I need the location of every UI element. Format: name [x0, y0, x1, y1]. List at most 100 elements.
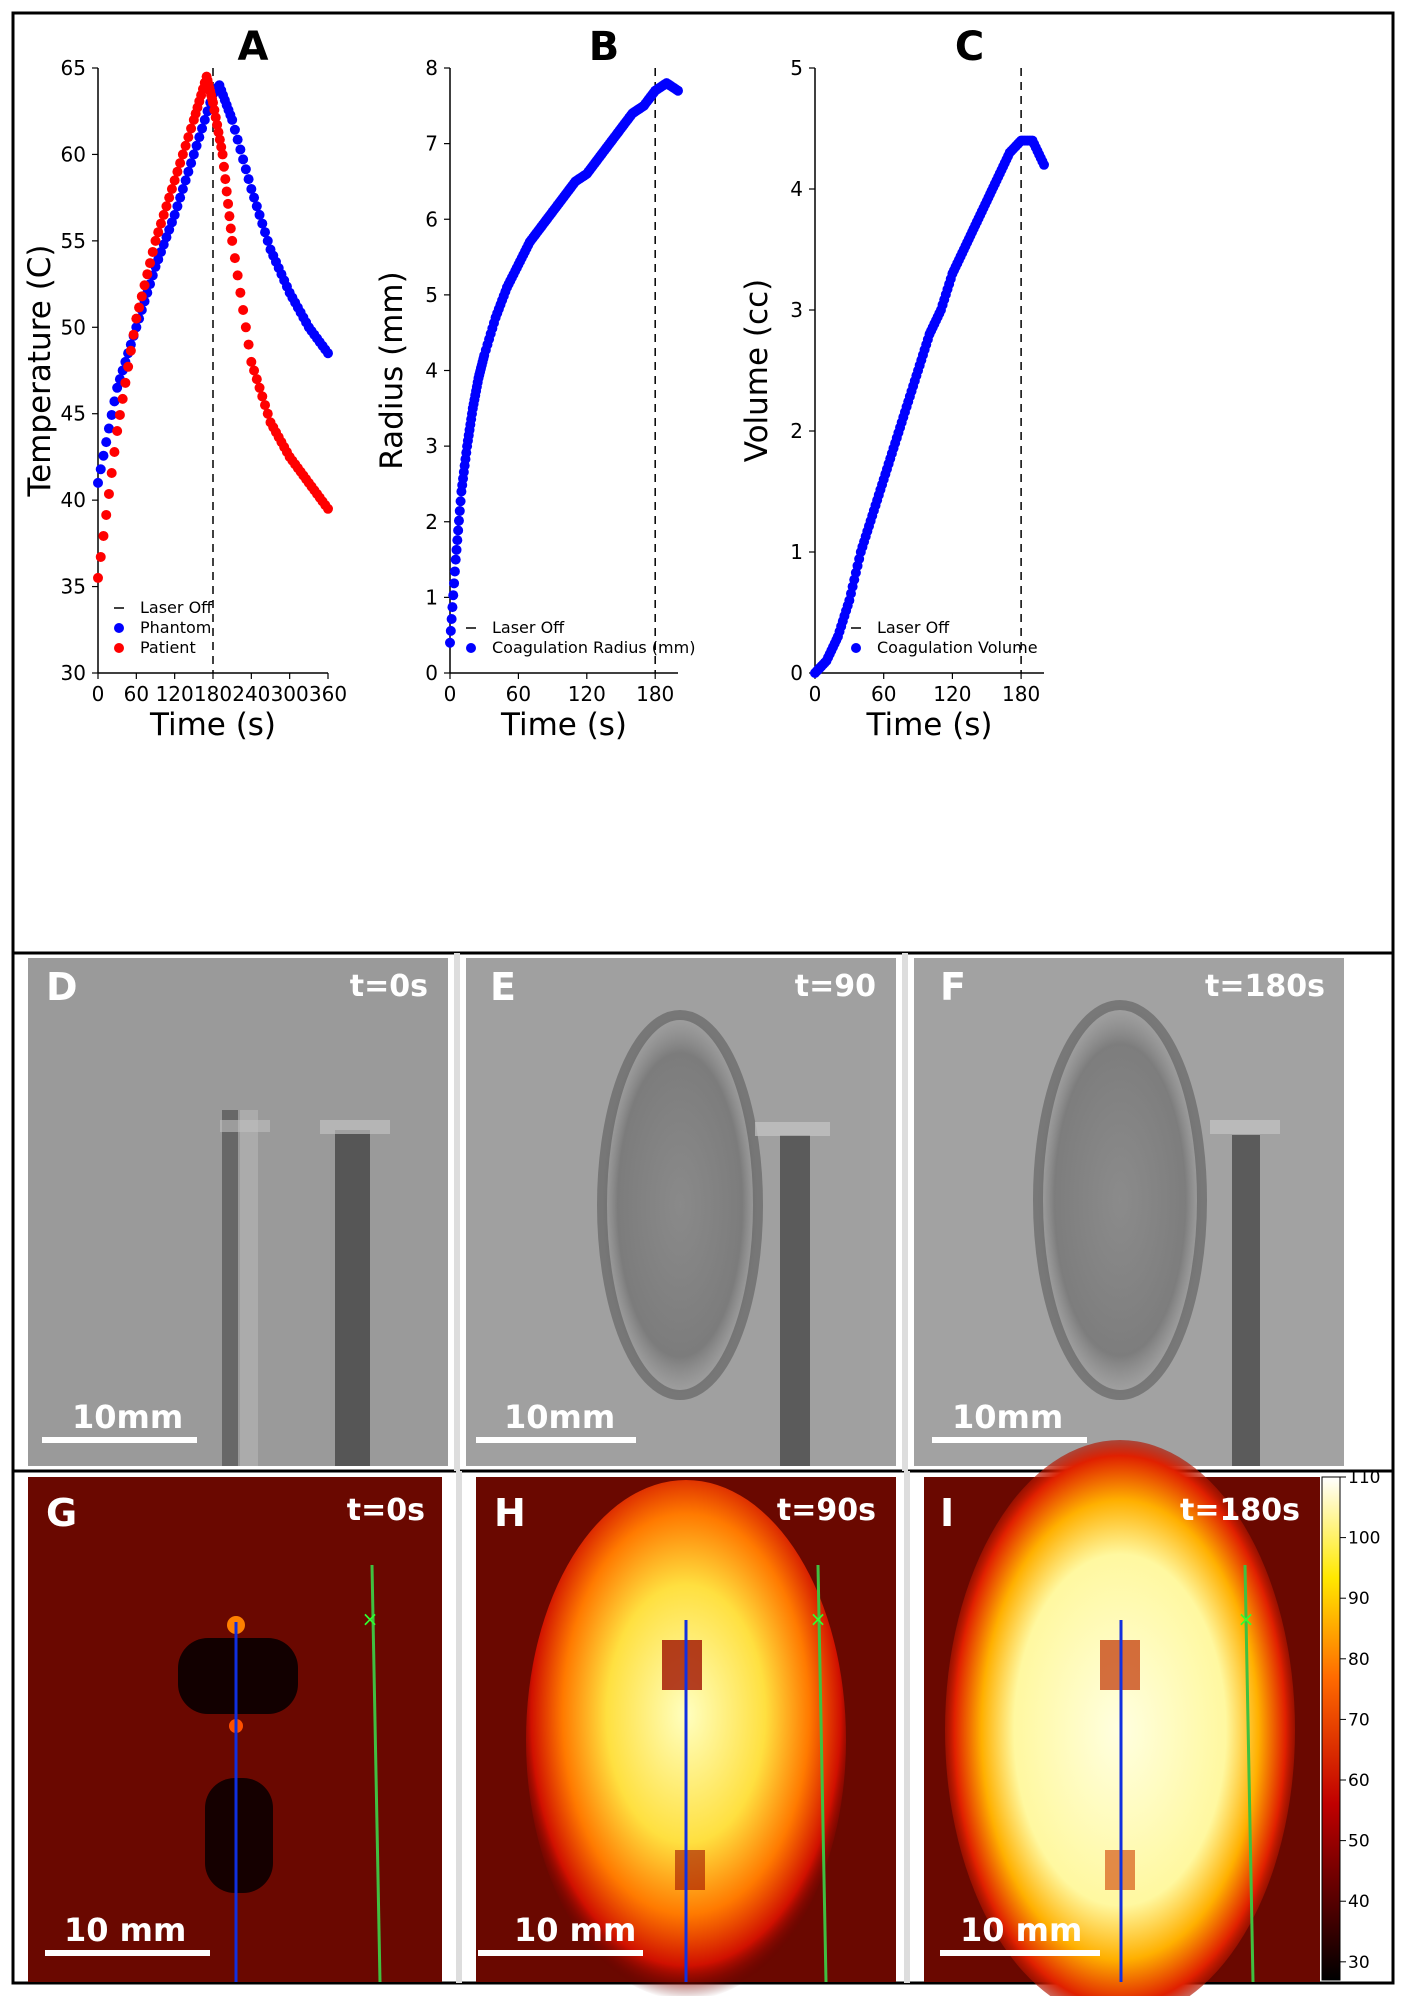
legend-label: Laser Off — [140, 598, 213, 617]
y-tick-label: 55 — [61, 229, 86, 253]
x-tick-label: 0 — [92, 682, 105, 706]
x-tick-label: 180 — [1002, 682, 1040, 706]
scale-label-f: 10mm — [952, 1398, 1063, 1436]
data-point — [106, 409, 117, 420]
legend-label: Patient — [140, 638, 196, 657]
y-tick-label: 0 — [790, 661, 803, 685]
colorbar-tick-label: 40 — [1348, 1892, 1370, 1912]
x-tick-label: 360 — [309, 682, 347, 706]
data-point — [175, 158, 186, 169]
data-point — [254, 382, 265, 393]
data-point — [166, 217, 177, 228]
data-point — [101, 437, 112, 448]
data-point — [103, 423, 114, 434]
data-point — [112, 426, 123, 436]
x-axis-label: Time (s) — [500, 707, 627, 743]
time-label-d: t=0s — [350, 969, 428, 1004]
panel-label: C — [955, 24, 984, 70]
scale-label-e: 10mm — [504, 1398, 615, 1436]
data-point — [235, 287, 246, 298]
data-point — [254, 209, 265, 220]
data-point — [842, 600, 853, 611]
data-point — [172, 166, 183, 177]
data-point — [911, 370, 922, 381]
colorbar-tick-label: 30 — [1348, 1953, 1370, 1973]
data-point — [186, 123, 197, 134]
data-point — [155, 218, 166, 229]
x-tick-label: 180 — [194, 682, 232, 706]
legend-marker — [114, 643, 124, 653]
data-point — [451, 544, 462, 555]
data-point — [166, 184, 177, 194]
y-tick-label: 5 — [425, 283, 438, 307]
data-point — [320, 344, 331, 355]
data-point — [191, 140, 202, 151]
data-point — [103, 488, 114, 499]
data-point — [249, 192, 260, 203]
data-point — [123, 361, 134, 372]
data-point — [209, 104, 220, 115]
data-point — [262, 235, 273, 246]
data-point — [145, 258, 156, 269]
data-point — [500, 286, 511, 297]
data-point — [453, 515, 464, 526]
data-point — [112, 382, 123, 393]
time-label-i: t=180s — [1180, 1493, 1300, 1528]
data-point — [455, 496, 466, 507]
data-point — [188, 149, 199, 160]
legend-label: Coagulation Radius (mm) — [492, 638, 695, 657]
mri-panel-d: D t=0s 10mm — [28, 958, 448, 1466]
data-point — [301, 317, 312, 328]
data-point — [194, 132, 205, 143]
y-tick-label: 65 — [61, 56, 86, 80]
data-point — [466, 408, 477, 419]
data-point — [142, 269, 153, 280]
data-point — [452, 535, 463, 546]
data-point — [93, 477, 103, 488]
data-point — [246, 184, 257, 194]
time-label-g: t=0s — [347, 1493, 425, 1528]
colorbar-tick-label: 110 — [1348, 1468, 1380, 1488]
y-tick-label: 30 — [61, 661, 86, 685]
x-tick-label: 0 — [444, 682, 457, 706]
x-tick-label: 0 — [809, 682, 822, 706]
data-point — [177, 184, 188, 194]
data-point — [281, 281, 292, 292]
panel-label-g: G — [46, 1491, 77, 1535]
series-coagulation-radius-mm- — [445, 78, 683, 648]
y-tick-label: 5 — [790, 56, 803, 80]
y-tick-label: 50 — [61, 315, 86, 339]
thermal-panel-g: × G t=0s 10 mm — [28, 1477, 442, 1983]
y-tick-label: 2 — [425, 510, 438, 534]
legend-label: Laser Off — [492, 618, 565, 637]
y-tick-label: 1 — [790, 540, 803, 564]
data-point — [180, 140, 191, 151]
x-axis-label: Time (s) — [865, 707, 992, 743]
data-point — [169, 175, 180, 186]
data-point — [212, 119, 223, 130]
data-point — [114, 409, 125, 420]
panel-label-i: I — [940, 1491, 954, 1535]
colorbar-tick-label: 50 — [1348, 1832, 1370, 1852]
x-tick-label: 240 — [232, 682, 270, 706]
data-point — [301, 474, 312, 485]
data-point — [447, 602, 458, 613]
data-point — [249, 365, 260, 376]
data-point — [186, 158, 197, 169]
scale-bar-i — [940, 1950, 1100, 1956]
data-point — [199, 114, 210, 125]
y-tick-label: 1 — [425, 585, 438, 609]
data-point — [877, 479, 888, 490]
data-point — [671, 84, 682, 95]
data-point — [120, 377, 131, 388]
x-tick-label: 120 — [568, 682, 606, 706]
data-point — [240, 322, 251, 333]
y-tick-label: 2 — [790, 419, 803, 443]
y-tick-label: 40 — [61, 488, 86, 512]
data-point — [95, 464, 106, 475]
mri-panel-e: E t=90 10mm — [466, 958, 896, 1466]
colorbar-tick-label: 70 — [1348, 1710, 1370, 1730]
data-point — [98, 450, 109, 461]
